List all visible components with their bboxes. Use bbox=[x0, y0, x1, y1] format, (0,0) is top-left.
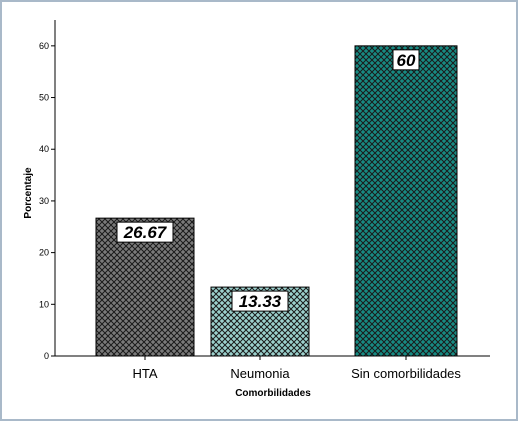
data-label-box bbox=[392, 49, 420, 71]
labels-layer: 26.67 13.33 60 bbox=[116, 49, 420, 312]
x-tick-label: Neumonia bbox=[230, 366, 290, 381]
data-label-box bbox=[231, 290, 289, 312]
data-label: 26.67 bbox=[123, 223, 168, 242]
y-tick-label: 50 bbox=[39, 93, 49, 103]
y-tick-label: 60 bbox=[39, 41, 49, 51]
data-label: 13.33 bbox=[239, 292, 282, 311]
y-tick-label: 10 bbox=[39, 299, 49, 309]
data-label: 60 bbox=[397, 51, 416, 70]
x-tick-label: HTA bbox=[132, 366, 157, 381]
y-tick-label: 0 bbox=[44, 351, 49, 361]
y-tick-label: 30 bbox=[39, 196, 49, 206]
y-axis-title: Porcentaje bbox=[23, 167, 34, 219]
y-tick-label: 20 bbox=[39, 248, 49, 258]
x-tick-label: Sin comorbilidades bbox=[351, 366, 461, 381]
data-label-box bbox=[116, 221, 174, 243]
axis-layer: 0 10 20 30 40 50 60 HTA Neumonia Sin comorbilidad… bbox=[39, 20, 490, 381]
bar-2 bbox=[354, 45, 458, 357]
x-axis-title: Comorbilidades bbox=[235, 388, 311, 399]
y-tick-label: 40 bbox=[39, 144, 49, 154]
